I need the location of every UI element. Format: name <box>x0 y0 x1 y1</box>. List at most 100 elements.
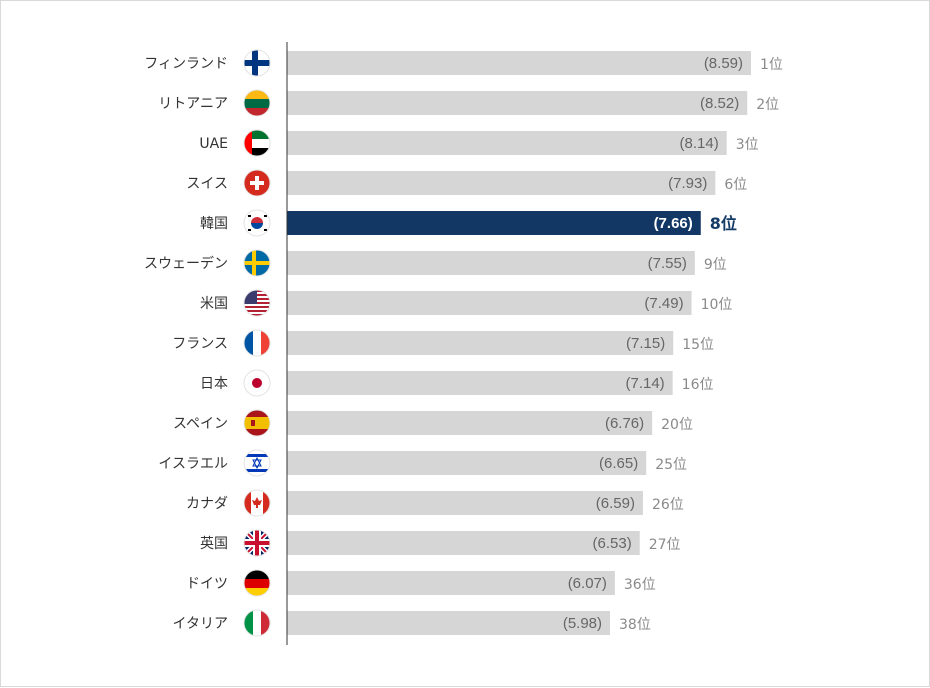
bar <box>287 531 640 555</box>
value-label: (6.65) <box>599 455 638 472</box>
rank-label: 25位 <box>655 457 687 473</box>
bar <box>287 91 748 115</box>
rank-label: 38位 <box>619 617 651 633</box>
israel-flag-icon <box>244 450 270 476</box>
chart-row: フランス (7.15) 15位 <box>172 329 714 357</box>
bar <box>287 211 701 235</box>
canada-flag-icon <box>244 490 270 516</box>
bar <box>287 571 615 595</box>
spain-flag-icon <box>244 410 270 436</box>
country-label: スイス <box>186 176 228 192</box>
value-label: (7.14) <box>625 375 664 392</box>
rank-label: 20位 <box>661 417 693 433</box>
rank-label: 2位 <box>756 97 779 113</box>
country-label: 米国 <box>200 296 228 312</box>
flag-outline <box>243 289 271 317</box>
flag-outline <box>243 169 271 197</box>
flag-outline <box>243 89 271 117</box>
bar <box>287 611 611 635</box>
chart-row: イスラエル (6.65) 25位 <box>158 449 687 477</box>
chart-row: 米国 (7.49) 10位 <box>200 289 733 317</box>
chart-row: スペイン (6.76) 20位 <box>173 409 693 437</box>
country-label: イスラエル <box>158 456 228 472</box>
value-label: (7.66) <box>654 215 693 232</box>
rank-label: 27位 <box>649 537 681 553</box>
chart-row: カナダ (6.59) 26位 <box>186 489 684 517</box>
flag-outline <box>243 209 271 237</box>
value-label: (8.59) <box>704 55 743 72</box>
chart-row: リトアニア (8.52) 2位 <box>158 89 779 117</box>
chart-row: 英国 (6.53) 27位 <box>200 529 681 557</box>
rank-label: 3位 <box>736 137 759 153</box>
flag-outline <box>243 569 271 597</box>
bar <box>287 51 751 75</box>
flag-outline <box>243 409 271 437</box>
value-label: (8.14) <box>680 135 719 152</box>
finland-flag-icon <box>244 50 270 76</box>
rank-label: 15位 <box>682 337 714 353</box>
bar <box>287 251 695 275</box>
country-label: 韓国 <box>200 216 228 232</box>
value-label: (6.59) <box>596 495 635 512</box>
flag-outline <box>243 329 271 357</box>
chart-row: ドイツ (6.07) 36位 <box>186 569 656 597</box>
country-label: カナダ <box>186 496 228 512</box>
flag-outline <box>243 609 271 637</box>
country-label: イタリア <box>173 616 228 632</box>
flag-outline <box>243 369 271 397</box>
uk-flag-icon <box>244 530 270 556</box>
country-label: 英国 <box>200 535 228 552</box>
chart-row: 日本 (7.14) 16位 <box>200 369 714 397</box>
chart-row: スウェーデン (7.55) 9位 <box>144 249 727 277</box>
flag-outline <box>243 129 271 157</box>
bar <box>287 291 692 315</box>
bar <box>287 331 674 355</box>
germany-flag-icon <box>244 570 270 596</box>
country-label: リトアニア <box>158 96 228 112</box>
bar <box>287 131 727 155</box>
chart-row: 韓国 (7.66) 8位 <box>200 209 737 237</box>
flag-outline <box>243 49 271 77</box>
sweden-flag-icon <box>244 250 270 276</box>
country-label: スウェーデン <box>144 255 228 272</box>
value-label: (6.07) <box>568 575 607 592</box>
flag-outline <box>243 529 271 557</box>
value-label: (7.55) <box>648 255 687 272</box>
rank-label: 26位 <box>652 497 684 513</box>
bar <box>287 371 673 395</box>
rank-label: 6位 <box>724 177 747 193</box>
uae-flag-icon <box>244 130 270 156</box>
country-label: フィンランド <box>144 56 228 72</box>
country-label: スペイン <box>173 416 228 432</box>
lithuania-flag-icon <box>244 90 270 116</box>
rank-label: 10位 <box>701 297 733 313</box>
italy-flag-icon <box>244 610 270 636</box>
country-label: フランス <box>172 336 228 352</box>
flag-outline <box>243 489 271 517</box>
value-label: (7.15) <box>626 335 665 352</box>
value-label: (7.93) <box>668 175 707 192</box>
bar <box>287 451 647 475</box>
chart-row: イタリア (5.98) 38位 <box>173 609 651 637</box>
rank-label: 1位 <box>760 57 783 73</box>
japan-flag-icon <box>244 370 270 396</box>
value-label: (5.98) <box>563 615 602 632</box>
value-label: (7.49) <box>644 295 683 312</box>
switzerland-flag-icon <box>244 170 270 196</box>
value-label: (6.53) <box>593 535 632 552</box>
rank-label: 9位 <box>704 257 727 273</box>
country-label: UAE <box>199 136 228 152</box>
rank-label: 8位 <box>710 214 737 233</box>
country-label: 日本 <box>200 376 228 392</box>
bar <box>287 491 643 515</box>
country-label: ドイツ <box>186 576 228 592</box>
flag-outline <box>243 249 271 277</box>
usa-flag-icon <box>244 290 270 316</box>
korea-flag-icon <box>244 210 270 236</box>
bar <box>287 171 716 195</box>
bar <box>287 411 653 435</box>
value-label: (8.52) <box>700 95 739 112</box>
rank-label: 16位 <box>682 377 714 393</box>
france-flag-icon <box>244 330 270 356</box>
